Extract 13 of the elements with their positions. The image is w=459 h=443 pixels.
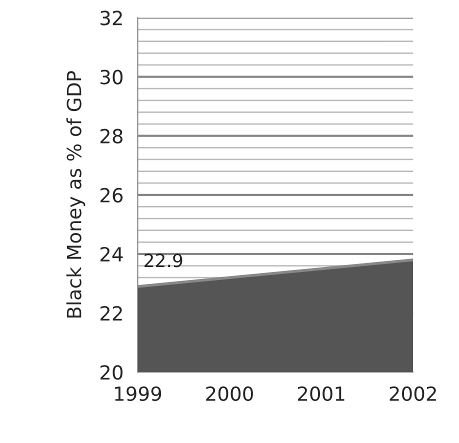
- y-tick-label: 30: [100, 70, 123, 84]
- x-tick-label: 2000: [206, 386, 253, 402]
- y-tick-label: 26: [100, 188, 123, 203]
- y-tick-label: 20: [100, 365, 123, 380]
- y-tick-label: 24: [100, 246, 123, 262]
- y-axis-title: Black Money as % of GDP: [66, 71, 86, 318]
- y-tick-label: 28: [100, 128, 122, 144]
- x-tick-label: 2002: [390, 386, 436, 402]
- y-tick-label: 32: [100, 10, 122, 26]
- x-tick-label: 2001: [298, 386, 344, 402]
- data-label: 22.9: [144, 254, 182, 268]
- x-tick-label: 1999: [115, 386, 162, 402]
- y-tick-label: 22: [100, 306, 122, 320]
